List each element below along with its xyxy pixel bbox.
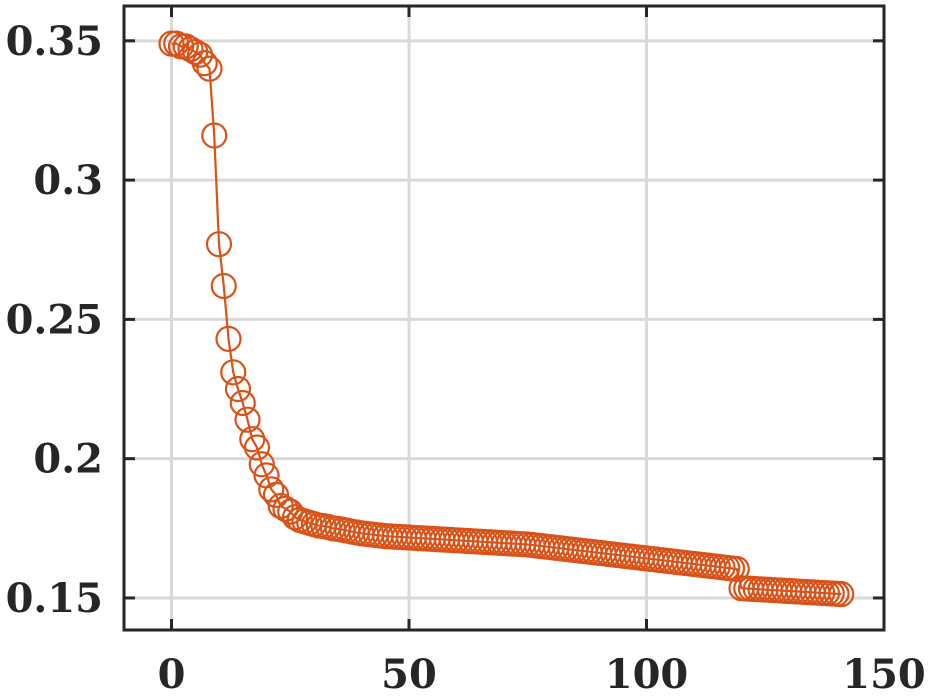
axis-ticks: [124, 6, 886, 630]
y-tick-label: 0.3: [33, 157, 103, 204]
x-tick-label: 150: [842, 651, 926, 698]
data-point-marker: [210, 272, 237, 300]
y-tick-label: 0.15: [6, 575, 103, 622]
x-tick-label: 100: [605, 651, 689, 698]
x-axis-tick-labels: 0 50 100 150: [158, 651, 926, 698]
data-point-marker: [277, 498, 304, 525]
y-axis-tick-labels: 0.15 0.2 0.25 0.3 0.35: [6, 18, 103, 622]
x-tick-label: 50: [381, 651, 437, 698]
data-point-marker: [205, 231, 233, 258]
data-point-marker: [243, 434, 271, 461]
data-point-marker: [163, 30, 190, 57]
y-tick-label: 0.25: [6, 296, 103, 343]
x-tick-label: 0: [158, 651, 186, 698]
data-point-marker: [215, 325, 242, 352]
y-tick-label: 0.2: [33, 436, 103, 483]
data-point-marker: [224, 375, 252, 403]
data-point-marker: [220, 359, 247, 386]
data-point-marker: [248, 451, 275, 478]
data-point-marker: [196, 55, 223, 82]
data-point-marker: [229, 389, 256, 417]
data-point-marker: [828, 580, 855, 608]
y-tick-label: 0.35: [6, 18, 103, 65]
data-point-marker: [234, 406, 261, 433]
data-point-marker: [201, 122, 228, 149]
data-point-marker: [258, 476, 285, 503]
series-layer: [158, 30, 855, 608]
data-point-marker: [191, 50, 218, 77]
data-point-marker: [262, 481, 290, 508]
